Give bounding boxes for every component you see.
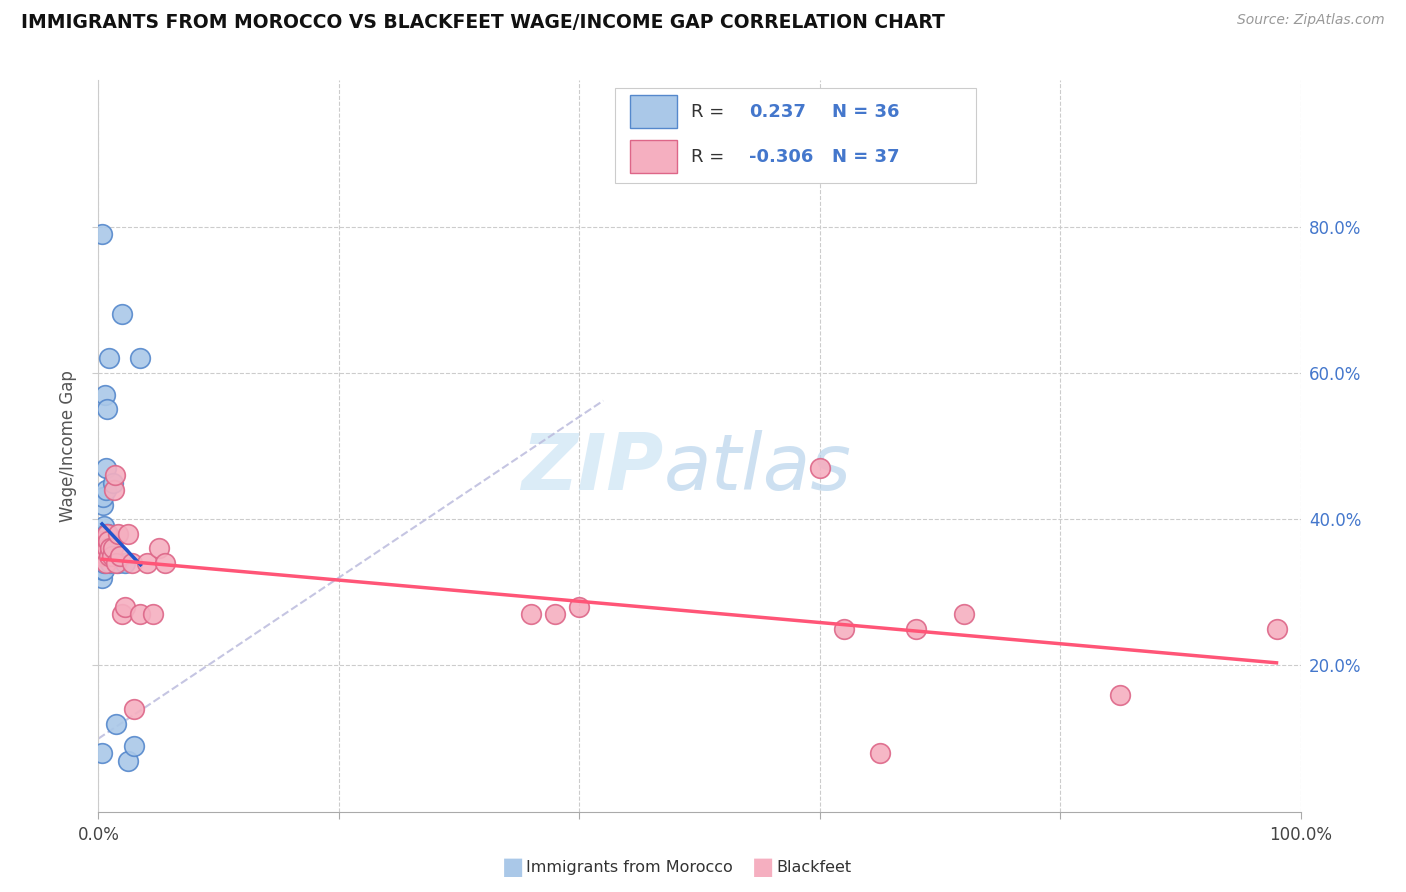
Point — [96, 402, 118, 417]
Text: N = 36: N = 36 — [832, 103, 900, 120]
Point — [98, 549, 121, 563]
Point — [94, 549, 117, 563]
Point — [91, 227, 114, 241]
Point — [93, 541, 115, 556]
Point — [904, 622, 927, 636]
Point — [832, 622, 855, 636]
FancyBboxPatch shape — [616, 87, 976, 183]
Point — [953, 607, 976, 622]
Point — [1265, 622, 1288, 636]
Point — [94, 388, 117, 402]
Point — [135, 556, 157, 570]
Point — [96, 541, 118, 556]
Point — [808, 461, 831, 475]
Point — [100, 556, 122, 570]
Point — [93, 549, 115, 563]
Text: Blackfeet: Blackfeet — [776, 860, 851, 874]
Point — [91, 498, 114, 512]
Point — [107, 526, 129, 541]
Text: Source: ZipAtlas.com: Source: ZipAtlas.com — [1237, 13, 1385, 28]
Point — [117, 754, 139, 768]
Text: R =: R = — [692, 147, 724, 166]
Text: ■: ■ — [752, 855, 775, 879]
Point — [93, 556, 115, 570]
Point — [97, 534, 120, 549]
Point — [96, 526, 118, 541]
FancyBboxPatch shape — [630, 140, 676, 173]
Point — [124, 739, 146, 753]
Y-axis label: Wage/Income Gap: Wage/Income Gap — [59, 370, 77, 522]
Point — [96, 541, 118, 556]
Point — [93, 519, 115, 533]
Point — [114, 599, 136, 614]
Point — [1109, 688, 1132, 702]
Point — [568, 599, 591, 614]
Point — [94, 526, 117, 541]
Point — [93, 526, 115, 541]
Point — [114, 556, 136, 570]
Text: IMMIGRANTS FROM MOROCCO VS BLACKFEET WAGE/INCOME GAP CORRELATION CHART: IMMIGRANTS FROM MOROCCO VS BLACKFEET WAG… — [21, 13, 945, 32]
Point — [107, 556, 129, 570]
Point — [105, 717, 128, 731]
Point — [91, 534, 114, 549]
Point — [111, 607, 134, 622]
Point — [148, 541, 170, 556]
Point — [96, 483, 118, 497]
Point — [117, 526, 139, 541]
Point — [111, 307, 134, 321]
Point — [520, 607, 543, 622]
Point — [91, 549, 114, 563]
Point — [129, 351, 152, 366]
Text: R =: R = — [692, 103, 724, 120]
Point — [91, 556, 114, 570]
Point — [93, 563, 115, 577]
Text: N = 37: N = 37 — [832, 147, 900, 166]
Point — [108, 549, 131, 563]
Point — [91, 556, 114, 570]
Point — [124, 702, 146, 716]
Point — [91, 746, 114, 760]
Point — [93, 541, 115, 556]
Text: atlas: atlas — [664, 430, 851, 506]
Point — [91, 526, 114, 541]
Text: ZIP: ZIP — [522, 430, 664, 506]
Point — [129, 607, 152, 622]
Point — [101, 541, 124, 556]
Text: ■: ■ — [502, 855, 524, 879]
Point — [121, 556, 143, 570]
Point — [141, 607, 163, 622]
Point — [91, 549, 114, 563]
Point — [100, 549, 122, 563]
Point — [869, 746, 891, 760]
Point — [105, 556, 128, 570]
FancyBboxPatch shape — [630, 95, 676, 128]
Point — [91, 571, 114, 585]
Point — [94, 549, 117, 563]
Text: -0.306: -0.306 — [749, 147, 813, 166]
Point — [91, 563, 114, 577]
Text: 0.237: 0.237 — [749, 103, 806, 120]
Text: Immigrants from Morocco: Immigrants from Morocco — [526, 860, 733, 874]
Point — [91, 490, 114, 504]
Point — [96, 556, 118, 570]
Point — [94, 461, 117, 475]
Point — [544, 607, 567, 622]
Point — [100, 541, 122, 556]
Point — [101, 475, 124, 490]
Point — [103, 483, 125, 497]
Point — [91, 556, 114, 570]
Point — [98, 351, 121, 366]
Point — [153, 556, 176, 570]
Point — [91, 541, 114, 556]
Point — [104, 468, 127, 483]
Point — [97, 526, 120, 541]
